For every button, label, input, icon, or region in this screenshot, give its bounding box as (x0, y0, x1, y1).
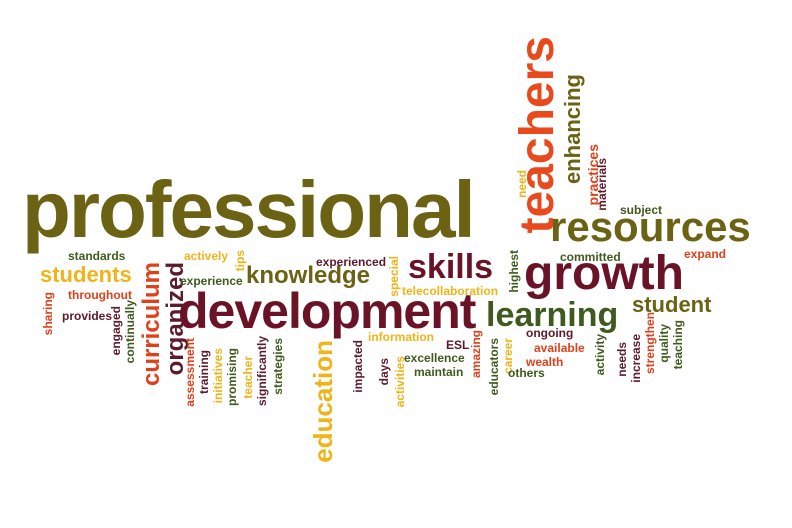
word-teacher: teacher (241, 356, 255, 399)
word-continually: continually (123, 300, 137, 364)
word-excellence: excellence (404, 351, 465, 365)
word-throughout: throughout (68, 288, 132, 302)
word-training: training (197, 350, 211, 394)
word-ongoing: ongoing (526, 326, 574, 340)
word-assessment: assessment (183, 338, 197, 407)
word-promising: promising (225, 348, 239, 407)
word-need: need (515, 170, 529, 199)
word-strengthen: strengthen (643, 312, 657, 375)
word-others: others (508, 366, 545, 380)
word-standards: standards (68, 249, 126, 263)
word-significantly: significantly (255, 336, 269, 407)
word-experience: experience (180, 274, 243, 288)
word-educators: educators (487, 338, 501, 396)
word-knowledge: knowledge (246, 262, 371, 289)
word-subject: subject (620, 203, 663, 217)
word-professional: professional (22, 165, 476, 254)
word-skills: skills (408, 248, 494, 286)
word-expand: expand (684, 247, 727, 261)
word-days: days (377, 358, 391, 386)
word-experienced: experienced (316, 255, 387, 269)
word-initiatives: initiatives (211, 348, 225, 404)
word-amazing: amazing (469, 330, 483, 379)
word-wealth: wealth (526, 355, 564, 369)
word-highest: highest (507, 250, 521, 293)
word-ESL: ESL (446, 338, 470, 352)
word-information: information (368, 330, 434, 344)
word-strategies: strategies (271, 338, 285, 395)
word-student: student (632, 292, 712, 317)
word-sharing: sharing (41, 292, 55, 336)
word-impacted: impacted (351, 340, 365, 393)
word-committed: committed (560, 250, 621, 264)
word-maintain: maintain (414, 365, 464, 379)
word-increase: increase (629, 334, 643, 383)
word-available: available (534, 341, 585, 355)
word-development: development (178, 283, 476, 339)
word-enhancing: enhancing (560, 74, 585, 185)
word-activity: activity (593, 334, 607, 376)
word-curriculum: curriculum (138, 262, 165, 387)
word-telecollaboration: telecollaboration (402, 284, 499, 298)
word-actively: actively (184, 249, 229, 263)
word-tips: tips (233, 250, 247, 272)
word-teaching: teaching (671, 320, 685, 370)
word-needs: needs (615, 342, 629, 377)
word-materials: materials (595, 158, 609, 211)
word-provides: provides (62, 309, 113, 323)
word-learning: learning (486, 296, 619, 334)
word-special: special (387, 256, 401, 297)
word-students: students (40, 262, 132, 287)
word-resources: resources (550, 203, 751, 250)
word-education: education (308, 340, 338, 463)
word-growth: growth (524, 247, 684, 300)
word-quality: quality (657, 324, 671, 363)
